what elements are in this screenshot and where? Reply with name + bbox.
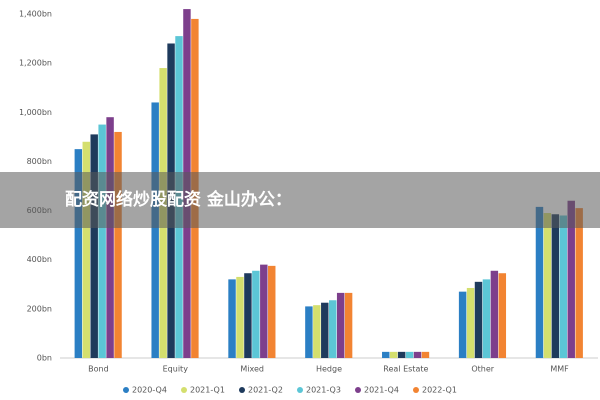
bar — [482, 279, 491, 358]
legend-label: 2021-Q1 — [190, 386, 225, 395]
bar — [567, 200, 575, 358]
bar — [244, 273, 252, 358]
legend-marker — [123, 387, 129, 393]
bar — [90, 134, 98, 358]
bar — [490, 270, 499, 358]
banner-text: 配资网络炒股配资 金山办公： — [65, 189, 292, 210]
x-tick-label: MMF — [550, 365, 569, 374]
bar — [551, 214, 560, 358]
bar — [74, 149, 83, 358]
bar — [543, 213, 552, 358]
bar — [498, 273, 507, 358]
x-tick-label: Mixed — [240, 365, 264, 374]
bar — [474, 281, 483, 358]
x-tick-label: Other — [471, 365, 494, 374]
bar — [405, 351, 414, 358]
bar — [313, 305, 321, 358]
bar — [397, 351, 406, 358]
bar — [329, 300, 337, 358]
bar — [236, 276, 244, 358]
legend-label: 2021-Q3 — [306, 386, 341, 395]
legend-marker — [239, 387, 245, 393]
banner-background — [0, 172, 600, 228]
y-tick-label: 1,200bn — [19, 59, 52, 68]
bar — [535, 206, 544, 358]
bar — [466, 287, 475, 358]
y-tick-label: 400bn — [27, 255, 52, 264]
bar — [228, 279, 236, 358]
bar — [336, 292, 345, 358]
legend-marker — [297, 387, 303, 393]
bar — [413, 351, 422, 358]
legend-label: 2021-Q4 — [364, 386, 399, 395]
bar — [260, 264, 268, 358]
bar — [575, 208, 583, 358]
legend-marker — [413, 387, 419, 393]
bar — [382, 351, 390, 358]
bar — [389, 351, 398, 358]
bar — [106, 117, 114, 358]
bar — [268, 265, 276, 358]
x-tick-label: Bond — [88, 365, 109, 374]
x-tick-label: Real Estate — [383, 365, 428, 374]
bar — [344, 292, 353, 358]
bar — [421, 351, 430, 358]
bar — [114, 131, 122, 358]
y-tick-label: 0bn — [37, 354, 52, 363]
legend-marker — [181, 387, 187, 393]
bar — [252, 270, 260, 358]
x-tick-label: Hedge — [316, 365, 342, 374]
legend-label: 2021-Q2 — [248, 386, 283, 395]
bar — [321, 302, 329, 358]
bar — [559, 215, 568, 358]
y-tick-label: 800bn — [27, 157, 52, 166]
plot-area: 0bn200bn400bn600bn800bn1,000bn1,200bn1,4… — [19, 9, 598, 395]
bar — [82, 141, 90, 358]
legend-marker — [355, 387, 361, 393]
y-tick-label: 1,000bn — [19, 108, 52, 117]
bar — [98, 124, 106, 358]
legend-label: 2020-Q4 — [132, 386, 167, 395]
y-tick-label: 1,400bn — [19, 10, 52, 19]
y-tick-label: 200bn — [27, 304, 52, 313]
legend-label: 2022-Q1 — [422, 386, 457, 395]
bar — [458, 291, 467, 358]
x-tick-label: Equity — [163, 365, 189, 374]
bar — [151, 102, 159, 358]
bar — [305, 306, 313, 358]
